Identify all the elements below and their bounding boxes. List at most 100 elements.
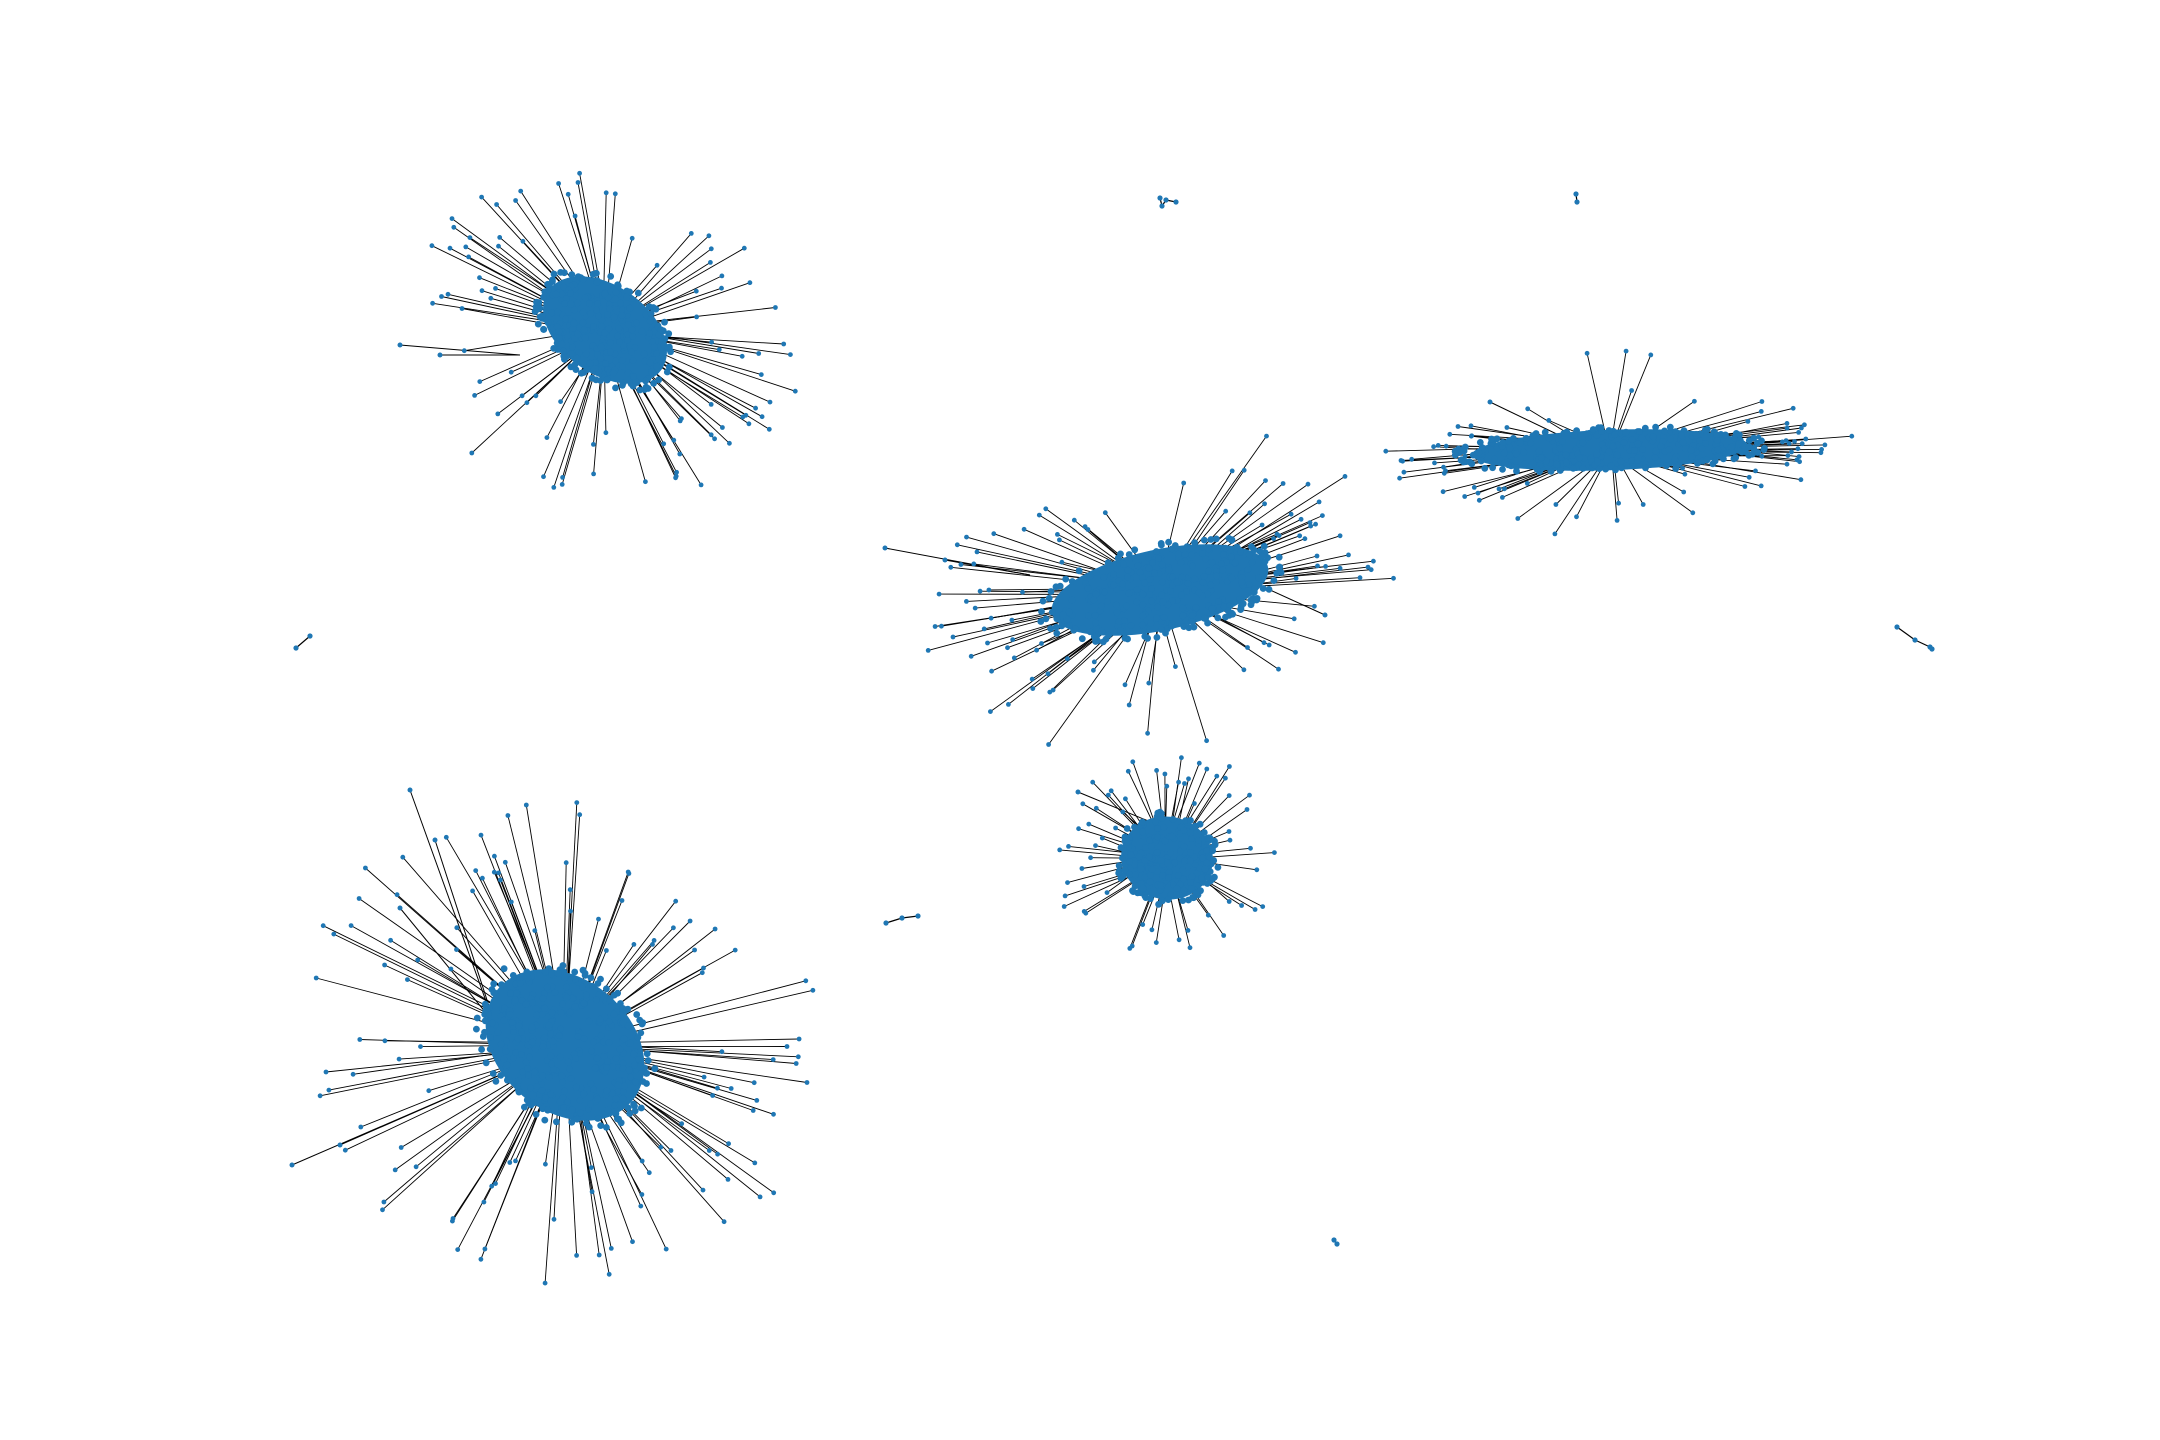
graph-node xyxy=(510,1028,517,1036)
graph-node xyxy=(1145,730,1150,736)
graph-node xyxy=(1180,827,1188,834)
graph-node xyxy=(1068,596,1076,604)
graph-node xyxy=(1125,589,1133,597)
graph-node xyxy=(658,1144,664,1150)
graph-node xyxy=(513,990,520,997)
graph-node xyxy=(715,1151,720,1157)
graph-node xyxy=(508,899,514,905)
graph-node xyxy=(1125,768,1131,774)
graph-node xyxy=(1784,461,1790,467)
graph-node xyxy=(1255,574,1262,582)
graph-node xyxy=(479,288,485,294)
graph-node xyxy=(606,339,614,347)
graph-node xyxy=(558,399,563,404)
graph-node xyxy=(1119,580,1126,588)
graph-node xyxy=(397,905,403,911)
graph-edge xyxy=(415,1071,532,1168)
graph-node xyxy=(725,1177,731,1182)
graph-node xyxy=(1176,779,1181,785)
graph-node xyxy=(473,1014,481,1022)
graph-node xyxy=(1092,590,1100,598)
graph-node xyxy=(1068,578,1076,585)
graph-node xyxy=(564,1098,571,1106)
graph-node xyxy=(479,194,484,200)
graph-edge xyxy=(574,1094,610,1275)
graph-node xyxy=(746,421,752,427)
graph-node xyxy=(560,352,568,360)
graph-node xyxy=(518,188,524,194)
graph-node xyxy=(313,975,319,981)
graph-edge xyxy=(1615,390,1633,437)
graph-node xyxy=(523,1096,531,1104)
graph-node xyxy=(1476,497,1482,503)
graph-node xyxy=(693,288,699,294)
graph-node xyxy=(1260,542,1268,550)
graph-node xyxy=(1048,608,1056,616)
graph-node xyxy=(1062,893,1068,899)
graph-node xyxy=(653,350,660,358)
graph-node xyxy=(481,1028,488,1036)
graph-node xyxy=(1270,577,1278,584)
graph-node xyxy=(1091,667,1096,673)
graph-node xyxy=(602,360,609,367)
graph-node xyxy=(558,290,566,298)
graph-node xyxy=(426,1088,432,1094)
graph-node xyxy=(1188,551,1196,559)
graph-node xyxy=(581,972,589,979)
graph-node xyxy=(487,1034,494,1041)
graph-node xyxy=(1200,614,1208,622)
graph-node xyxy=(561,1087,568,1095)
graph-node xyxy=(600,1053,608,1060)
graph-node xyxy=(454,925,460,931)
graph-node xyxy=(1205,545,1213,553)
graph-node xyxy=(991,531,997,537)
graph-node xyxy=(1297,533,1303,539)
graph-node xyxy=(604,1058,611,1065)
graph-node xyxy=(1190,623,1198,631)
graph-node xyxy=(1201,865,1209,873)
graph-node xyxy=(1259,522,1265,528)
graph-node xyxy=(781,341,787,347)
graph-node xyxy=(1500,449,1508,457)
graph-node xyxy=(1183,543,1191,550)
graph-node xyxy=(1223,775,1228,781)
graph-node xyxy=(810,987,816,993)
graph-node xyxy=(1214,614,1222,622)
graph-node xyxy=(1169,573,1176,581)
graph-node xyxy=(1477,457,1485,465)
graph-node xyxy=(398,1145,404,1150)
graph-node xyxy=(1501,459,1509,467)
graph-node xyxy=(603,985,610,993)
graph-node xyxy=(490,980,498,988)
graph-node xyxy=(1082,524,1088,529)
graph-node xyxy=(1617,457,1625,465)
graph-node xyxy=(548,309,556,317)
graph-node xyxy=(1236,595,1244,603)
graph-node xyxy=(612,191,618,197)
graph-node xyxy=(988,615,994,621)
graph-node xyxy=(541,1005,549,1012)
graph-node xyxy=(1631,447,1638,454)
graph-node xyxy=(568,908,573,914)
graph-node xyxy=(1135,853,1143,861)
graph-node xyxy=(1104,559,1112,566)
graph-node xyxy=(1253,596,1260,604)
graph-node xyxy=(1258,552,1265,560)
graph-node xyxy=(630,1050,638,1058)
graph-node xyxy=(1679,439,1687,446)
graph-node xyxy=(986,587,992,593)
graph-node xyxy=(1153,548,1160,555)
graph-node xyxy=(397,342,403,348)
graph-node xyxy=(538,1087,546,1094)
graph-node xyxy=(1196,760,1202,766)
graph-node xyxy=(1195,589,1203,596)
graph-node xyxy=(486,1045,494,1053)
graph-node xyxy=(727,440,732,446)
graph-node xyxy=(550,1066,557,1073)
graph-node xyxy=(771,1111,776,1117)
graph-edge xyxy=(637,282,751,323)
graph-node xyxy=(619,1065,627,1072)
graph-node xyxy=(539,1043,547,1050)
graph-node xyxy=(544,435,550,440)
graph-node xyxy=(1147,843,1155,850)
